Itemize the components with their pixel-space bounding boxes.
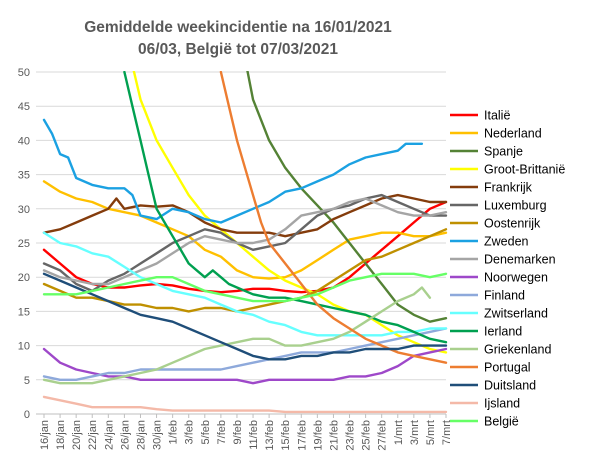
legend-label: Zwitserland xyxy=(484,307,548,321)
x-tick-label: 16/jan xyxy=(39,420,51,450)
series-line-13 xyxy=(123,71,448,344)
series-line-5 xyxy=(42,193,448,238)
x-tick-label: 5/feb xyxy=(200,420,212,444)
series-line-12 xyxy=(42,231,448,337)
x-tick-label: 18/jan xyxy=(55,420,67,450)
y-tick-label: 30 xyxy=(18,204,30,216)
y-tick-label: 35 xyxy=(18,170,30,182)
legend-label: Spanje xyxy=(484,145,523,159)
x-tick-label: 13/feb xyxy=(264,420,276,451)
legend-label: Duitsland xyxy=(484,379,536,393)
legend-label: Groot-Brittanië xyxy=(484,163,565,177)
series-line-18 xyxy=(42,272,448,303)
series-line-8 xyxy=(42,118,424,224)
x-tick-label: 3/feb xyxy=(184,420,196,444)
y-tick-label: 20 xyxy=(18,272,30,284)
x-tick-label: 22/jan xyxy=(87,420,99,450)
chart-subtitle: 06/03, België tot 07/03/2021 xyxy=(138,41,338,58)
legend-label: Denemarken xyxy=(484,253,556,267)
x-tick-label: 19/feb xyxy=(312,420,324,451)
series-line-15 xyxy=(219,71,448,364)
series-line-14 xyxy=(42,286,432,385)
legend-label: Nederland xyxy=(484,127,542,141)
x-tick-label: 26/jan xyxy=(119,420,131,450)
y-tick-label: 0 xyxy=(24,409,30,421)
x-tick-label: 21/feb xyxy=(328,420,340,451)
y-tick-label: 45 xyxy=(18,101,30,113)
x-tick-label: 7/feb xyxy=(216,420,228,444)
x-tick-label: 1/mrt xyxy=(393,420,405,445)
series-line-2 xyxy=(42,180,448,280)
y-tick-label: 25 xyxy=(18,238,30,250)
x-tick-label: 1/feb xyxy=(168,420,180,444)
x-tick-label: 25/feb xyxy=(361,420,373,451)
chart-title: Gemiddelde weekincidentie na 16/01/2021 xyxy=(84,19,392,36)
x-tick-label: 27/feb xyxy=(377,420,389,451)
series-line-9 xyxy=(42,197,448,286)
axes: 0 5 10 15 20 25 30 35 40 45 50 16/jan 18/jan 20/jan 22… xyxy=(18,67,453,451)
x-tick-label: 28/jan xyxy=(135,420,147,450)
x-tick-label: 17/feb xyxy=(296,420,308,451)
y-tick-label: 5 xyxy=(24,375,30,387)
series-line-17 xyxy=(42,395,448,414)
legend-label: Ierland xyxy=(484,325,522,339)
series-line-3 xyxy=(246,71,448,323)
legend-label: Noorwegen xyxy=(484,271,548,285)
x-tick-label: 24/jan xyxy=(103,420,115,450)
x-tick-label: 15/feb xyxy=(280,420,292,451)
x-tick-label: 23/feb xyxy=(345,420,357,451)
legend-label: Ijsland xyxy=(484,397,520,411)
series-lines xyxy=(42,71,448,414)
x-tick-label: 11/feb xyxy=(248,420,260,450)
legend-label: Luxemburg xyxy=(484,199,547,213)
legend-label: Griekenland xyxy=(484,343,551,357)
x-tick-label: 7/mrt xyxy=(441,420,453,445)
y-tick-label: 40 xyxy=(18,135,30,147)
x-tick-label: 20/jan xyxy=(71,420,83,450)
x-tick-label: 5/mrt xyxy=(425,420,437,445)
legend-label: Zweden xyxy=(484,235,529,249)
legend-label: België xyxy=(484,415,519,429)
legend-label: Portugal xyxy=(484,361,531,375)
series-line-16 xyxy=(42,272,448,361)
legend: Italië Nederland Spanje Groot-Brittanië Fran… xyxy=(450,109,565,429)
y-tick-label: 15 xyxy=(18,306,30,318)
legend-label: Oostenrijk xyxy=(484,217,541,231)
series-line-4 xyxy=(132,71,448,354)
y-tick-label: 50 xyxy=(18,67,30,79)
x-tick-label: 3/mrt xyxy=(409,420,421,445)
x-tick-label: 9/feb xyxy=(232,420,244,444)
legend-label: Italië xyxy=(484,109,510,123)
y-tick-label: 10 xyxy=(18,341,30,353)
series-line-11 xyxy=(42,327,448,381)
legend-label: Finland xyxy=(484,289,525,303)
series-line-10 xyxy=(42,347,448,385)
x-tick-label: 30/jan xyxy=(152,420,164,450)
series-line-6 xyxy=(42,193,448,293)
legend-label: Frankrijk xyxy=(484,181,533,195)
